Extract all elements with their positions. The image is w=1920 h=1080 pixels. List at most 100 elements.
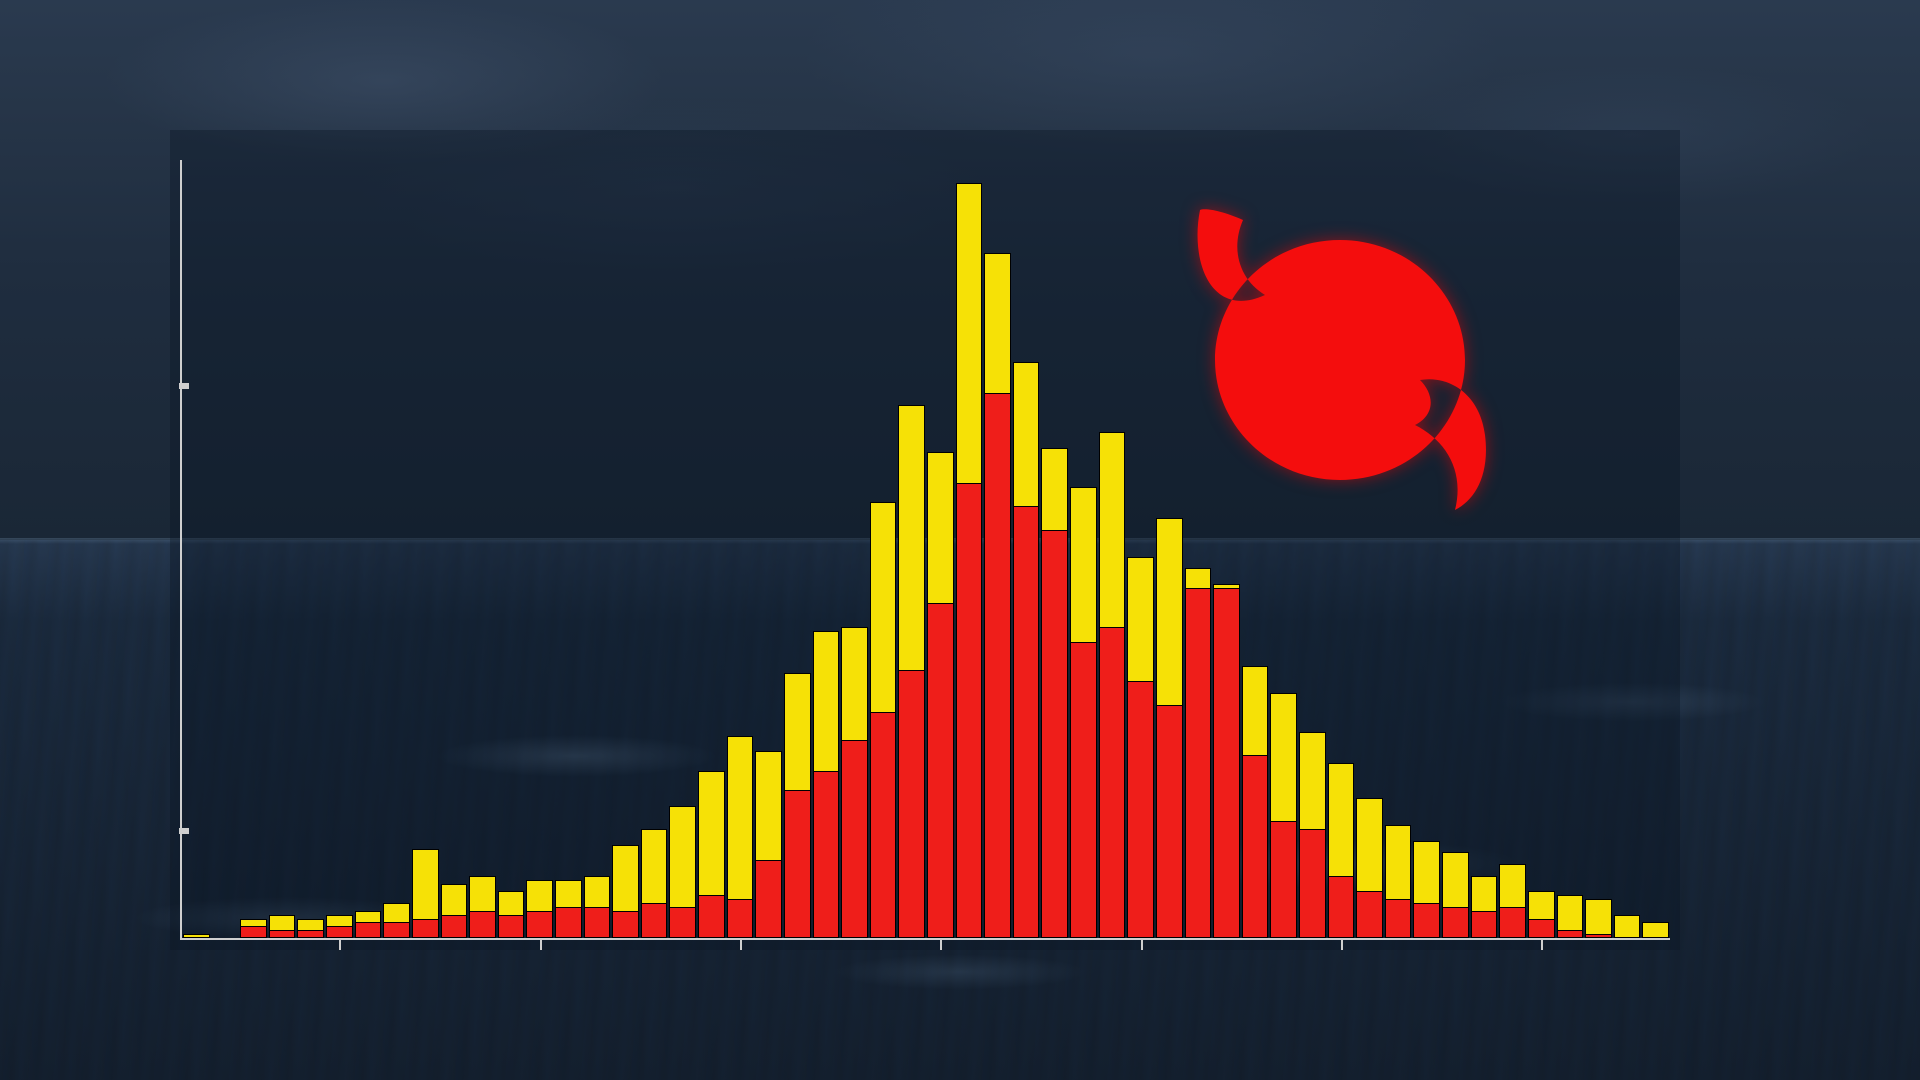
- bar: [1013, 160, 1040, 938]
- bar-inner: [641, 903, 668, 938]
- bar-inner: [383, 922, 410, 938]
- bar: [669, 160, 696, 938]
- bar-total: [1614, 915, 1641, 938]
- bar: [526, 160, 553, 938]
- bar: [1041, 160, 1068, 938]
- bar: [898, 160, 925, 938]
- bar-inner: [1127, 681, 1154, 938]
- bar: [612, 160, 639, 938]
- bar-inner: [1356, 891, 1383, 938]
- bar: [1070, 160, 1097, 938]
- bar-inner: [1041, 530, 1068, 938]
- bar-inner: [870, 712, 897, 938]
- bar: [240, 160, 267, 938]
- bar-inner: [441, 915, 468, 938]
- bar-inner: [1299, 829, 1326, 938]
- bar: [727, 160, 754, 938]
- bar: [1585, 160, 1612, 938]
- bar-total: [1585, 899, 1612, 938]
- bar-inner: [813, 771, 840, 938]
- bar: [927, 160, 954, 938]
- bar-inner: [1270, 821, 1297, 938]
- bar: [870, 160, 897, 938]
- bar-inner: [526, 911, 553, 938]
- x-axis: [180, 938, 1670, 940]
- bar: [383, 160, 410, 938]
- bar-inner: [469, 911, 496, 938]
- bar: [441, 160, 468, 938]
- bar: [584, 160, 611, 938]
- bar-inner: [755, 860, 782, 938]
- bar: [1528, 160, 1555, 938]
- bar: [841, 160, 868, 938]
- bar-inner: [784, 790, 811, 938]
- scene: [0, 0, 1920, 1080]
- bar-inner: [1499, 907, 1526, 938]
- bar-inner: [584, 907, 611, 938]
- bar-inner: [612, 911, 639, 938]
- bar-inner: [1213, 588, 1240, 938]
- bar: [326, 160, 353, 938]
- bar: [984, 160, 1011, 938]
- bar-inner: [1099, 627, 1126, 938]
- bar: [412, 160, 439, 938]
- x-tick: [1341, 940, 1343, 950]
- bar: [698, 160, 725, 938]
- bar-total: [1642, 922, 1669, 938]
- bar-inner: [1585, 934, 1612, 938]
- bar: [1099, 160, 1126, 938]
- bar: [784, 160, 811, 938]
- bar-inner: [698, 895, 725, 938]
- bar-inner: [984, 393, 1011, 938]
- x-tick: [1141, 940, 1143, 950]
- bar-inner: [1471, 911, 1498, 938]
- bar: [1642, 160, 1669, 938]
- x-tick: [940, 940, 942, 950]
- bar-inner: [355, 922, 382, 938]
- bar: [498, 160, 525, 938]
- bar-inner: [1442, 907, 1469, 938]
- bar-inner: [1557, 930, 1584, 938]
- bar-inner: [1328, 876, 1355, 938]
- bar-inner: [1528, 919, 1555, 938]
- bar-inner: [326, 926, 353, 938]
- bar: [1557, 160, 1584, 938]
- bar-inner: [1242, 755, 1269, 938]
- bar: [269, 160, 296, 938]
- bar-inner: [1070, 642, 1097, 938]
- bar: [212, 160, 239, 938]
- bar-total: [183, 934, 210, 938]
- x-tick: [339, 940, 341, 950]
- bar-inner: [555, 907, 582, 938]
- x-tick: [540, 940, 542, 950]
- bar-inner: [240, 926, 267, 938]
- bar-inner: [669, 907, 696, 938]
- bar-inner: [1185, 588, 1212, 938]
- bar: [641, 160, 668, 938]
- bar-inner: [956, 483, 983, 938]
- bar: [813, 160, 840, 938]
- bar: [355, 160, 382, 938]
- bar-inner: [269, 930, 296, 938]
- bar-inner: [1013, 506, 1040, 938]
- bar-inner: [841, 740, 868, 938]
- bar-inner: [297, 930, 324, 938]
- bar-inner: [412, 919, 439, 938]
- bar-inner: [927, 603, 954, 938]
- x-tick: [1541, 940, 1543, 950]
- bar: [297, 160, 324, 938]
- bar-inner: [1156, 705, 1183, 938]
- bar-inner: [1385, 899, 1412, 938]
- bar: [555, 160, 582, 938]
- bar: [1614, 160, 1641, 938]
- bar-inner: [898, 670, 925, 938]
- y-tick: [179, 828, 189, 834]
- bar: [469, 160, 496, 938]
- x-tick: [740, 940, 742, 950]
- bar-inner: [1413, 903, 1440, 938]
- hurricane-icon: [1145, 180, 1525, 520]
- bar: [956, 160, 983, 938]
- bar: [183, 160, 210, 938]
- bar-inner: [498, 915, 525, 938]
- bar: [755, 160, 782, 938]
